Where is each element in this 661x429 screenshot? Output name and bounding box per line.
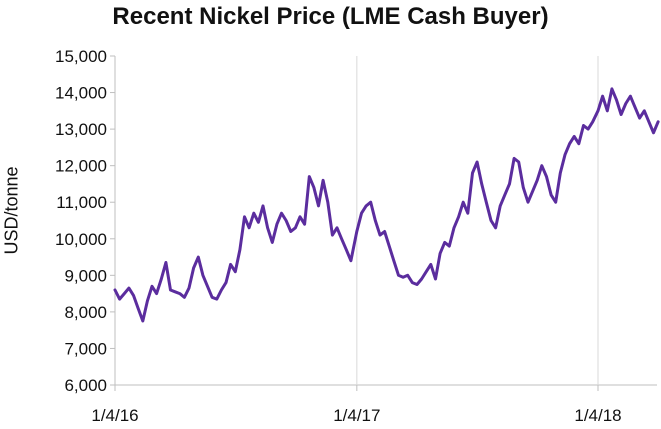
- y-tick-label: 13,000: [55, 120, 107, 139]
- y-tick-label: 10,000: [55, 230, 107, 249]
- series-line: [113, 87, 660, 323]
- y-tick-label: 7,000: [64, 339, 107, 358]
- y-tick-label: 11,000: [56, 193, 107, 212]
- y-tick-label: 6,000: [64, 376, 107, 395]
- y-tick-label: 8,000: [64, 303, 107, 322]
- x-tick-label: 1/4/18: [574, 406, 621, 425]
- x-tick-label: 1/4/17: [333, 406, 380, 425]
- x-tick-label: 1/4/16: [91, 406, 138, 425]
- y-tick-label: 9,000: [64, 266, 107, 285]
- y-tick-label: 15,000: [55, 47, 107, 66]
- y-tick-label: 12,000: [55, 157, 107, 176]
- y-tick-label: 14,000: [55, 84, 107, 103]
- chart-title: Recent Nickel Price (LME Cash Buyer): [112, 3, 549, 30]
